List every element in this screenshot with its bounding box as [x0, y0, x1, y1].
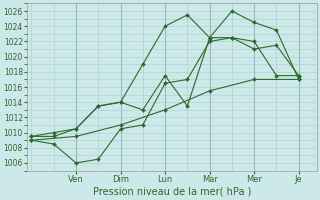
X-axis label: Pression niveau de la mer( hPa ): Pression niveau de la mer( hPa )	[92, 187, 251, 197]
